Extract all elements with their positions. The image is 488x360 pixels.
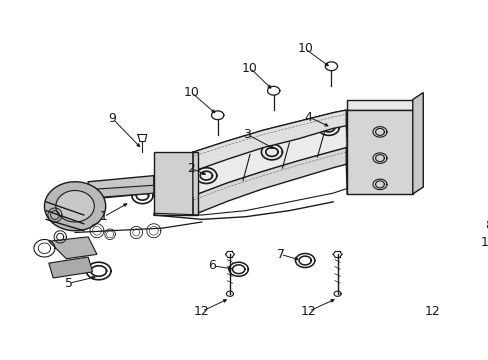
Text: 2: 2 — [187, 162, 195, 175]
Text: 12: 12 — [300, 305, 316, 318]
Polygon shape — [193, 110, 346, 196]
Polygon shape — [346, 99, 412, 110]
Polygon shape — [193, 110, 346, 171]
Text: 12: 12 — [194, 305, 209, 318]
Text: 10: 10 — [183, 86, 199, 99]
Text: 12: 12 — [424, 305, 440, 318]
Text: 1: 1 — [100, 210, 108, 223]
Polygon shape — [412, 93, 423, 194]
Polygon shape — [44, 182, 105, 231]
Polygon shape — [49, 257, 92, 278]
Text: 6: 6 — [208, 259, 216, 272]
Text: 10: 10 — [242, 62, 258, 75]
Text: 11: 11 — [480, 237, 488, 249]
Polygon shape — [88, 176, 154, 199]
Polygon shape — [75, 185, 154, 199]
Text: 7: 7 — [276, 248, 284, 261]
Text: 8: 8 — [484, 219, 488, 232]
Text: 10: 10 — [297, 42, 312, 55]
Polygon shape — [193, 148, 346, 215]
Polygon shape — [49, 237, 97, 259]
Text: 9: 9 — [108, 112, 116, 125]
Polygon shape — [56, 190, 94, 222]
Text: 5: 5 — [65, 277, 73, 290]
Polygon shape — [346, 110, 412, 194]
Text: 3: 3 — [243, 128, 251, 141]
Polygon shape — [154, 152, 197, 215]
Text: 4: 4 — [304, 111, 312, 123]
